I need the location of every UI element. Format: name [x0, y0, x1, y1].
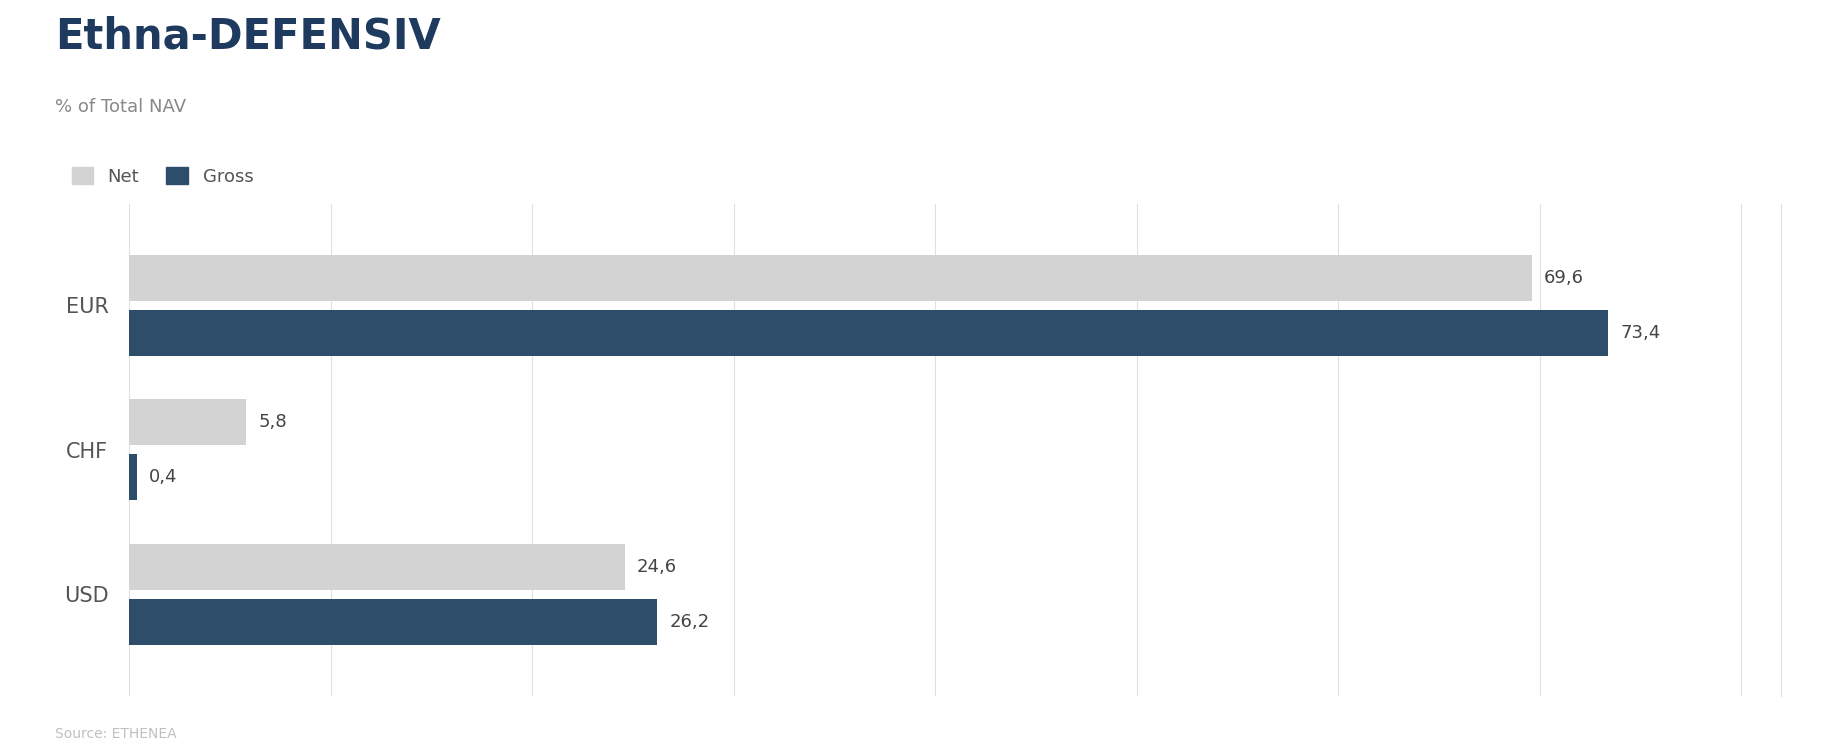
Bar: [129, 310, 1608, 356]
Bar: [129, 255, 1532, 301]
Text: 26,2: 26,2: [670, 613, 709, 631]
Text: 24,6: 24,6: [637, 558, 677, 576]
Bar: [129, 454, 137, 500]
Text: 69,6: 69,6: [1543, 269, 1584, 287]
Bar: [129, 544, 624, 590]
Text: Ethna-DEFENSIV: Ethna-DEFENSIV: [55, 15, 441, 57]
Text: % of Total NAV: % of Total NAV: [55, 98, 186, 116]
Text: Source: ETHENEA: Source: ETHENEA: [55, 727, 177, 741]
Bar: [129, 599, 657, 645]
Text: 0,4: 0,4: [150, 468, 177, 486]
Legend: Net, Gross: Net, Gross: [65, 160, 260, 193]
Text: 5,8: 5,8: [258, 414, 286, 432]
Bar: [129, 399, 246, 445]
Text: 73,4: 73,4: [1621, 324, 1660, 342]
